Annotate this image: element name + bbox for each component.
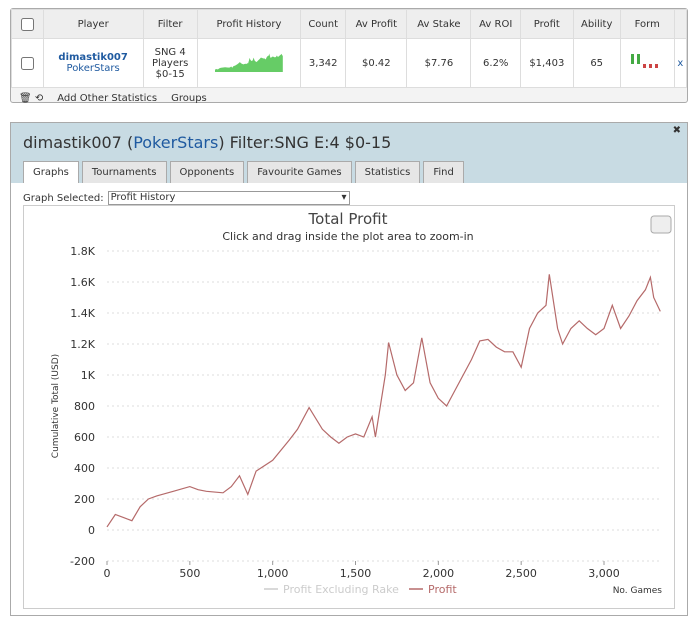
dropdown-arrow: ▾ bbox=[341, 192, 347, 203]
title-part: dimastik007 ( bbox=[23, 133, 134, 152]
ability: 65 bbox=[572, 38, 621, 88]
x-tick-label: 2,000 bbox=[423, 567, 455, 580]
tab[interactable]: Opponents bbox=[169, 161, 245, 183]
count: 3,342 bbox=[300, 38, 347, 88]
graph-select: Graph Selected: Profit History ▾ bbox=[23, 191, 350, 205]
y-tick-label: 0 bbox=[88, 524, 95, 537]
av-roi: 6.2% bbox=[470, 38, 522, 88]
form-bars bbox=[631, 53, 659, 68]
stats-table: Player Filter Profit History Count Av Profit… bbox=[10, 8, 688, 104]
tabs: Graphs Tournaments Opponents Favourite Game… bbox=[23, 161, 464, 183]
av-profit: $0.42 bbox=[345, 38, 408, 88]
column-header: Count bbox=[300, 9, 347, 39]
y-tick-label: 1.2K bbox=[70, 338, 95, 351]
toolbar: 🗑 ⟲ Add Other Statistics Groups bbox=[11, 88, 687, 108]
tab[interactable]: Statistics bbox=[354, 161, 421, 183]
tab[interactable]: Tournaments bbox=[81, 161, 167, 183]
column-header: Av Profit bbox=[345, 9, 408, 39]
x-tick-label: 1,000 bbox=[257, 567, 289, 580]
column-header: Av Stake bbox=[406, 9, 472, 39]
column-header: Filter bbox=[142, 9, 198, 39]
panel: dimastik007 (PokerStars) Filter:SNG E:4 … bbox=[10, 122, 688, 616]
x-tick-label: 2,500 bbox=[505, 567, 537, 580]
x-tick-label: 0 bbox=[104, 567, 111, 580]
y-tick-label: 600 bbox=[74, 431, 95, 444]
icons[interactable]: 🗑 ⟲ bbox=[19, 92, 44, 104]
add-stats[interactable]: Add Other Statistics bbox=[57, 92, 158, 104]
export-button[interactable] bbox=[650, 215, 672, 234]
sparkline bbox=[214, 53, 283, 72]
y-tick-label: 1.4K bbox=[70, 307, 95, 320]
groups[interactable]: Groups bbox=[171, 92, 207, 104]
y-tick-label: -200 bbox=[70, 555, 95, 568]
site-link[interactable]: PokerStars bbox=[133, 133, 219, 152]
chart-subtitle: Click and drag inside the plot area to z… bbox=[222, 230, 473, 243]
filter-cell: SNG 4 Players $0-15 bbox=[142, 38, 198, 88]
profit: $1,403 bbox=[520, 38, 574, 88]
legend-label: Profit Excluding Rake bbox=[283, 583, 399, 596]
form bbox=[619, 38, 675, 88]
dropdown-value: Profit History bbox=[110, 192, 176, 203]
chart: Total Profit Click and drag inside the p… bbox=[23, 205, 675, 609]
remove[interactable]: x bbox=[673, 38, 688, 88]
column-header-blank bbox=[673, 9, 688, 39]
x-axis-label: No. Games bbox=[613, 586, 663, 596]
remove-link[interactable]: x bbox=[677, 57, 684, 69]
y-axis-label: Cumulative Total (USD) bbox=[51, 354, 61, 458]
filter: SNG 4 bbox=[154, 46, 186, 58]
column-header: Ability bbox=[572, 9, 621, 39]
x-tick-label: 3,000 bbox=[588, 567, 620, 580]
y-tick-label: 1.6K bbox=[70, 276, 95, 289]
y-tick-label: 200 bbox=[74, 493, 95, 506]
sparkline-cell bbox=[196, 38, 302, 88]
y-tick-label: 800 bbox=[74, 400, 95, 413]
x-tick-label: 1,500 bbox=[340, 567, 372, 580]
player[interactable]: dimastik007 bbox=[58, 52, 128, 63]
x-tick-label: 500 bbox=[179, 567, 200, 580]
y-tick-label: 1.8K bbox=[70, 245, 95, 258]
site[interactable]: PokerStars bbox=[66, 63, 120, 74]
player-cell: dimastik007 PokerStars bbox=[42, 38, 144, 88]
av-stake: $7.76 bbox=[406, 38, 472, 88]
column-header: Av ROI bbox=[470, 9, 522, 39]
title-part: ) Filter:SNG E:4 $0-15 bbox=[218, 133, 392, 152]
y-tick-label: 400 bbox=[74, 462, 95, 475]
column-header: Form bbox=[619, 9, 675, 39]
filter: $0-15 bbox=[155, 68, 185, 80]
dropdown[interactable]: Profit History ▾ bbox=[107, 191, 350, 205]
filter: Players bbox=[152, 57, 189, 69]
chart-title: Total Profit bbox=[308, 210, 388, 228]
tab[interactable]: Graphs bbox=[23, 161, 79, 183]
line-series bbox=[106, 274, 661, 528]
table: Player Filter Profit History Count Av Profit… bbox=[11, 9, 688, 88]
tab[interactable]: Find bbox=[423, 161, 464, 183]
row-select[interactable] bbox=[11, 38, 44, 88]
panel-header: dimastik007 (PokerStars) Filter:SNG E:4 … bbox=[11, 123, 687, 183]
column-header: Player bbox=[42, 9, 144, 39]
select-all[interactable] bbox=[11, 9, 44, 39]
legend-label: Profit bbox=[428, 583, 457, 596]
column-header: Profit History bbox=[196, 9, 302, 39]
graph-selected-label: Graph Selected: bbox=[23, 192, 104, 204]
close[interactable]: ✖ bbox=[672, 125, 681, 136]
sparkline-area bbox=[214, 53, 283, 72]
column-header: Profit bbox=[520, 9, 574, 39]
y-tick-label: 1K bbox=[81, 369, 96, 382]
tab[interactable]: Favourite Games bbox=[247, 161, 352, 183]
panel-title: dimastik007 (PokerStars) Filter:SNG E:4 … bbox=[23, 133, 391, 152]
